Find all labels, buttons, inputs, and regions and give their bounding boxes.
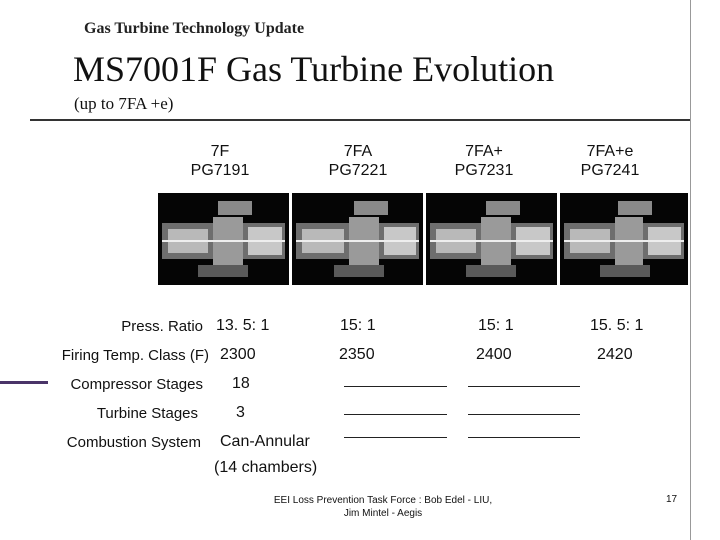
carry-forward-line (468, 437, 580, 438)
carry-forward-line (344, 414, 447, 415)
model-header-7fa-plus-e: 7FA+e PG7241 (555, 142, 665, 180)
footer-line-1: EEI Loss Prevention Task Force : Bob Ede… (273, 495, 493, 506)
firing-temp-7fa-plus-e: 2420 (597, 346, 633, 363)
model-header-7fa: 7FA PG7221 (303, 142, 413, 180)
turbine-image-7fa (292, 193, 423, 285)
turbine-stages-label: Turbine Stages (96, 405, 198, 422)
vertical-divider (690, 0, 691, 540)
model-name: 7F (210, 143, 230, 160)
press-ratio-7f: 13. 5: 1 (216, 317, 270, 334)
title-underline (30, 119, 690, 121)
model-header-7f: 7F PG7191 (165, 142, 275, 180)
header-title: Gas Turbine Technology Update (84, 20, 305, 37)
press-ratio-label: Press. Ratio (121, 318, 203, 335)
model-code: PG7221 (328, 162, 388, 179)
carry-forward-line (468, 414, 580, 415)
turbine-cutaway-icon (430, 201, 553, 277)
model-code: PG7231 (454, 162, 514, 179)
turbine-cutaway-icon (162, 201, 285, 277)
turbine-cutaway-icon (296, 201, 419, 277)
firing-temp-7fa: 2350 (339, 346, 375, 363)
model-name: 7FA+ (465, 143, 503, 160)
turbine-cutaway-icon (564, 201, 684, 277)
model-code: PG7241 (580, 162, 640, 179)
press-ratio-7fa: 15: 1 (340, 317, 376, 334)
turbine-stages-value: 3 (236, 404, 245, 421)
combustion-system-label: Combustion System (66, 434, 201, 451)
firing-temp-label: Firing Temp. Class (F) (61, 347, 209, 364)
model-name: 7FA (343, 143, 373, 160)
slide-title: MS7001F Gas Turbine Evolution (73, 49, 555, 89)
firing-temp-7fa-plus: 2400 (476, 346, 512, 363)
carry-forward-line (468, 386, 580, 387)
press-ratio-7fa-plus-e: 15. 5: 1 (590, 317, 644, 334)
compressor-stages-label: Compressor Stages (70, 376, 203, 393)
carry-forward-line (344, 386, 447, 387)
combustion-system-value: Can-Annular (220, 433, 310, 450)
page-number: 17 (666, 494, 678, 505)
model-name: 7FA+e (586, 143, 634, 160)
compressor-stages-value: 18 (232, 375, 250, 392)
carry-forward-line (344, 437, 447, 438)
model-header-7fa-plus: 7FA+ PG7231 (429, 142, 539, 180)
model-code: PG7191 (190, 162, 250, 179)
turbine-image-7fa-plus (426, 193, 557, 285)
firing-temp-7f: 2300 (220, 346, 256, 363)
turbine-image-7fa-plus-e (560, 193, 688, 285)
footer-line-2: Jim Mintel - Aegis (343, 508, 423, 519)
press-ratio-7fa-plus: 15: 1 (478, 317, 514, 334)
turbine-image-7f (158, 193, 289, 285)
footer-credit: EEI Loss Prevention Task Force : Bob Ede… (248, 494, 518, 520)
combustion-chambers-note: (14 chambers) (214, 459, 318, 476)
accent-bar (0, 381, 48, 384)
slide-subtitle: (up to 7FA +e) (74, 94, 174, 113)
